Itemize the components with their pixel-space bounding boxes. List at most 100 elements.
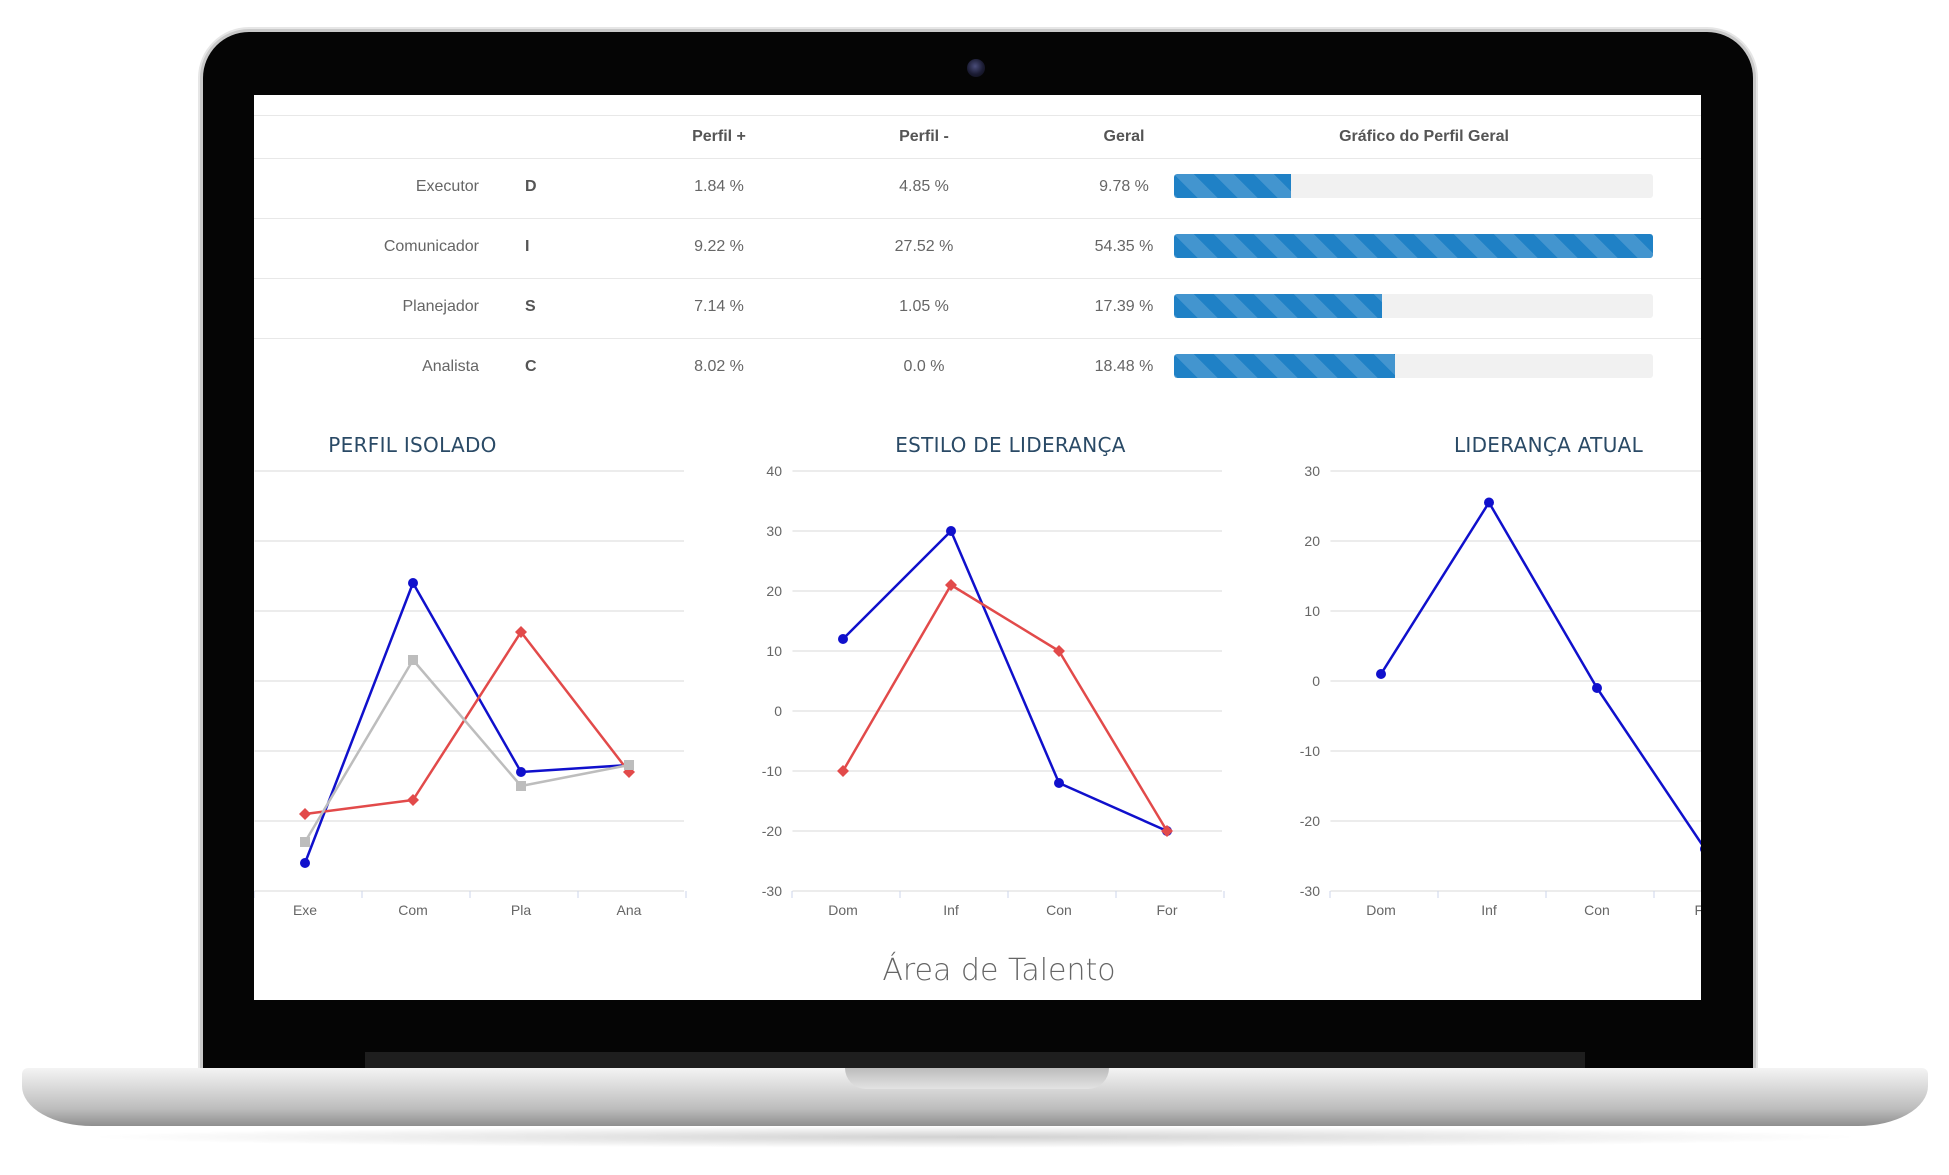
laptop-hinge xyxy=(365,1052,1585,1070)
data-point xyxy=(1161,825,1173,837)
row-perfil-negativo: 1.05 % xyxy=(899,298,949,315)
data-point xyxy=(946,526,956,536)
profile-table: Perfil + Perfil - Geral Gráfico do Perfi… xyxy=(254,115,1701,398)
data-point xyxy=(408,578,418,588)
row-letter: D xyxy=(525,178,537,195)
row-perfil-positivo: 9.22 % xyxy=(694,238,744,255)
chart-title-lideranca-atual: LIDERANÇA ATUAL xyxy=(1453,433,1644,457)
camera-icon xyxy=(967,59,985,77)
data-point xyxy=(624,760,634,770)
row-letter: C xyxy=(525,358,537,375)
x-tick-label: Dom xyxy=(1366,902,1396,918)
data-point xyxy=(299,808,311,820)
y-tick-label: -10 xyxy=(762,763,782,779)
data-point xyxy=(1376,669,1386,679)
x-tick-label: For xyxy=(1695,902,1702,918)
progress-fill xyxy=(1174,234,1653,258)
row-perfil-positivo: 7.14 % xyxy=(694,298,744,315)
x-tick-label: Exe xyxy=(293,902,317,918)
y-tick-label: -10 xyxy=(1300,743,1320,759)
data-point xyxy=(407,794,419,806)
table-header: Perfil + Perfil - Geral Gráfico do Perfi… xyxy=(254,115,1701,158)
row-geral: 17.39 % xyxy=(1094,298,1154,315)
row-letter: S xyxy=(525,298,536,315)
x-tick-label: For xyxy=(1157,902,1178,918)
y-tick-label: 10 xyxy=(766,643,782,659)
row-geral: 9.78 % xyxy=(1099,178,1149,195)
laptop-shadow xyxy=(80,1126,1870,1148)
data-point xyxy=(1484,497,1494,508)
y-tick-label: 10 xyxy=(1304,603,1320,619)
progress-fill xyxy=(1174,354,1395,378)
series-line xyxy=(303,658,630,843)
series-line xyxy=(841,583,1169,832)
data-point xyxy=(300,837,310,847)
row-perfil-positivo: 8.02 % xyxy=(694,358,744,375)
row-name: Executor xyxy=(415,178,479,195)
y-tick-label: 0 xyxy=(774,703,782,719)
series-line xyxy=(304,630,630,816)
footer-title: Área de Talento xyxy=(882,953,1116,988)
series-line xyxy=(303,581,630,864)
data-point xyxy=(1054,778,1064,788)
screen: Perfil + Perfil - Geral Gráfico do Perfi… xyxy=(254,95,1701,1000)
data-point xyxy=(300,858,310,868)
chart-title-perfil-isolado: PERFIL ISOLADO xyxy=(328,433,497,457)
charts-canvas: Exe Com Pla Ana -30 -20 -10 0 10 20 30 40 Dom Inf Con F… xyxy=(254,463,1702,918)
y-tick-label: -30 xyxy=(762,883,782,899)
y-tick-label: 30 xyxy=(1304,463,1320,479)
data-point xyxy=(1053,645,1065,657)
row-perfil-positivo: 1.84 % xyxy=(694,178,744,195)
progress-bar xyxy=(1174,294,1653,318)
data-point xyxy=(516,781,526,791)
header-perfil-negativo: Perfil - xyxy=(899,128,949,145)
x-tick-label: Com xyxy=(398,902,428,918)
data-point xyxy=(408,655,418,665)
x-tick-label: Dom xyxy=(828,902,858,918)
progress-fill xyxy=(1174,294,1383,318)
table-row: Analista C 8.02 % 0.0 % 18.48 % xyxy=(254,338,1701,398)
data-point xyxy=(516,767,526,777)
y-tick-label: 30 xyxy=(766,523,782,539)
row-name: Comunicador xyxy=(383,238,479,255)
x-tick-label: Con xyxy=(1584,902,1610,918)
y-tick-label: 40 xyxy=(766,463,782,479)
x-tick-label: Inf xyxy=(1481,902,1497,918)
progress-fill xyxy=(1174,174,1291,198)
chart-title-estilo-de-lideranca: ESTILO DE LIDERANÇA xyxy=(895,433,1126,457)
data-point xyxy=(1592,683,1602,693)
row-perfil-negativo: 4.85 % xyxy=(899,178,949,195)
row-name: Planejador xyxy=(402,298,480,315)
table-row: Planejador S 7.14 % 1.05 % 17.39 % xyxy=(254,278,1701,338)
row-geral: 54.35 % xyxy=(1094,238,1154,255)
x-tick-label: Inf xyxy=(943,902,959,918)
progress-bar xyxy=(1174,354,1653,378)
data-point xyxy=(837,765,849,777)
progress-bar xyxy=(1174,174,1653,198)
header-geral: Geral xyxy=(1103,128,1145,145)
laptop-notch xyxy=(845,1068,1109,1089)
table-row: Comunicador I 9.22 % 27.52 % 54.35 % xyxy=(254,218,1701,278)
data-point xyxy=(515,626,527,638)
row-perfil-negativo: 0.0 % xyxy=(903,358,945,375)
progress-bar xyxy=(1174,234,1653,258)
row-geral: 18.48 % xyxy=(1094,358,1154,375)
x-tick-label: Con xyxy=(1046,902,1072,918)
header-perfil-positivo: Perfil + xyxy=(692,128,746,145)
data-point xyxy=(1700,846,1701,852)
data-point xyxy=(945,579,957,591)
series-line xyxy=(842,529,1168,833)
y-tick-label: 20 xyxy=(1304,533,1320,549)
y-tick-label: -30 xyxy=(1300,883,1320,899)
row-perfil-negativo: 27.52 % xyxy=(894,238,954,255)
series-line xyxy=(1379,501,1701,846)
x-tick-label: Pla xyxy=(511,902,531,918)
y-tick-label: 20 xyxy=(766,583,782,599)
y-tick-label: 0 xyxy=(1312,673,1320,689)
x-tick-label: Ana xyxy=(617,902,642,918)
y-tick-label: -20 xyxy=(762,823,782,839)
row-letter: I xyxy=(525,238,530,255)
row-name: Analista xyxy=(422,358,479,375)
table-row: Executor D 1.84 % 4.85 % 9.78 % xyxy=(254,158,1701,218)
y-tick-label: -20 xyxy=(1300,813,1320,829)
